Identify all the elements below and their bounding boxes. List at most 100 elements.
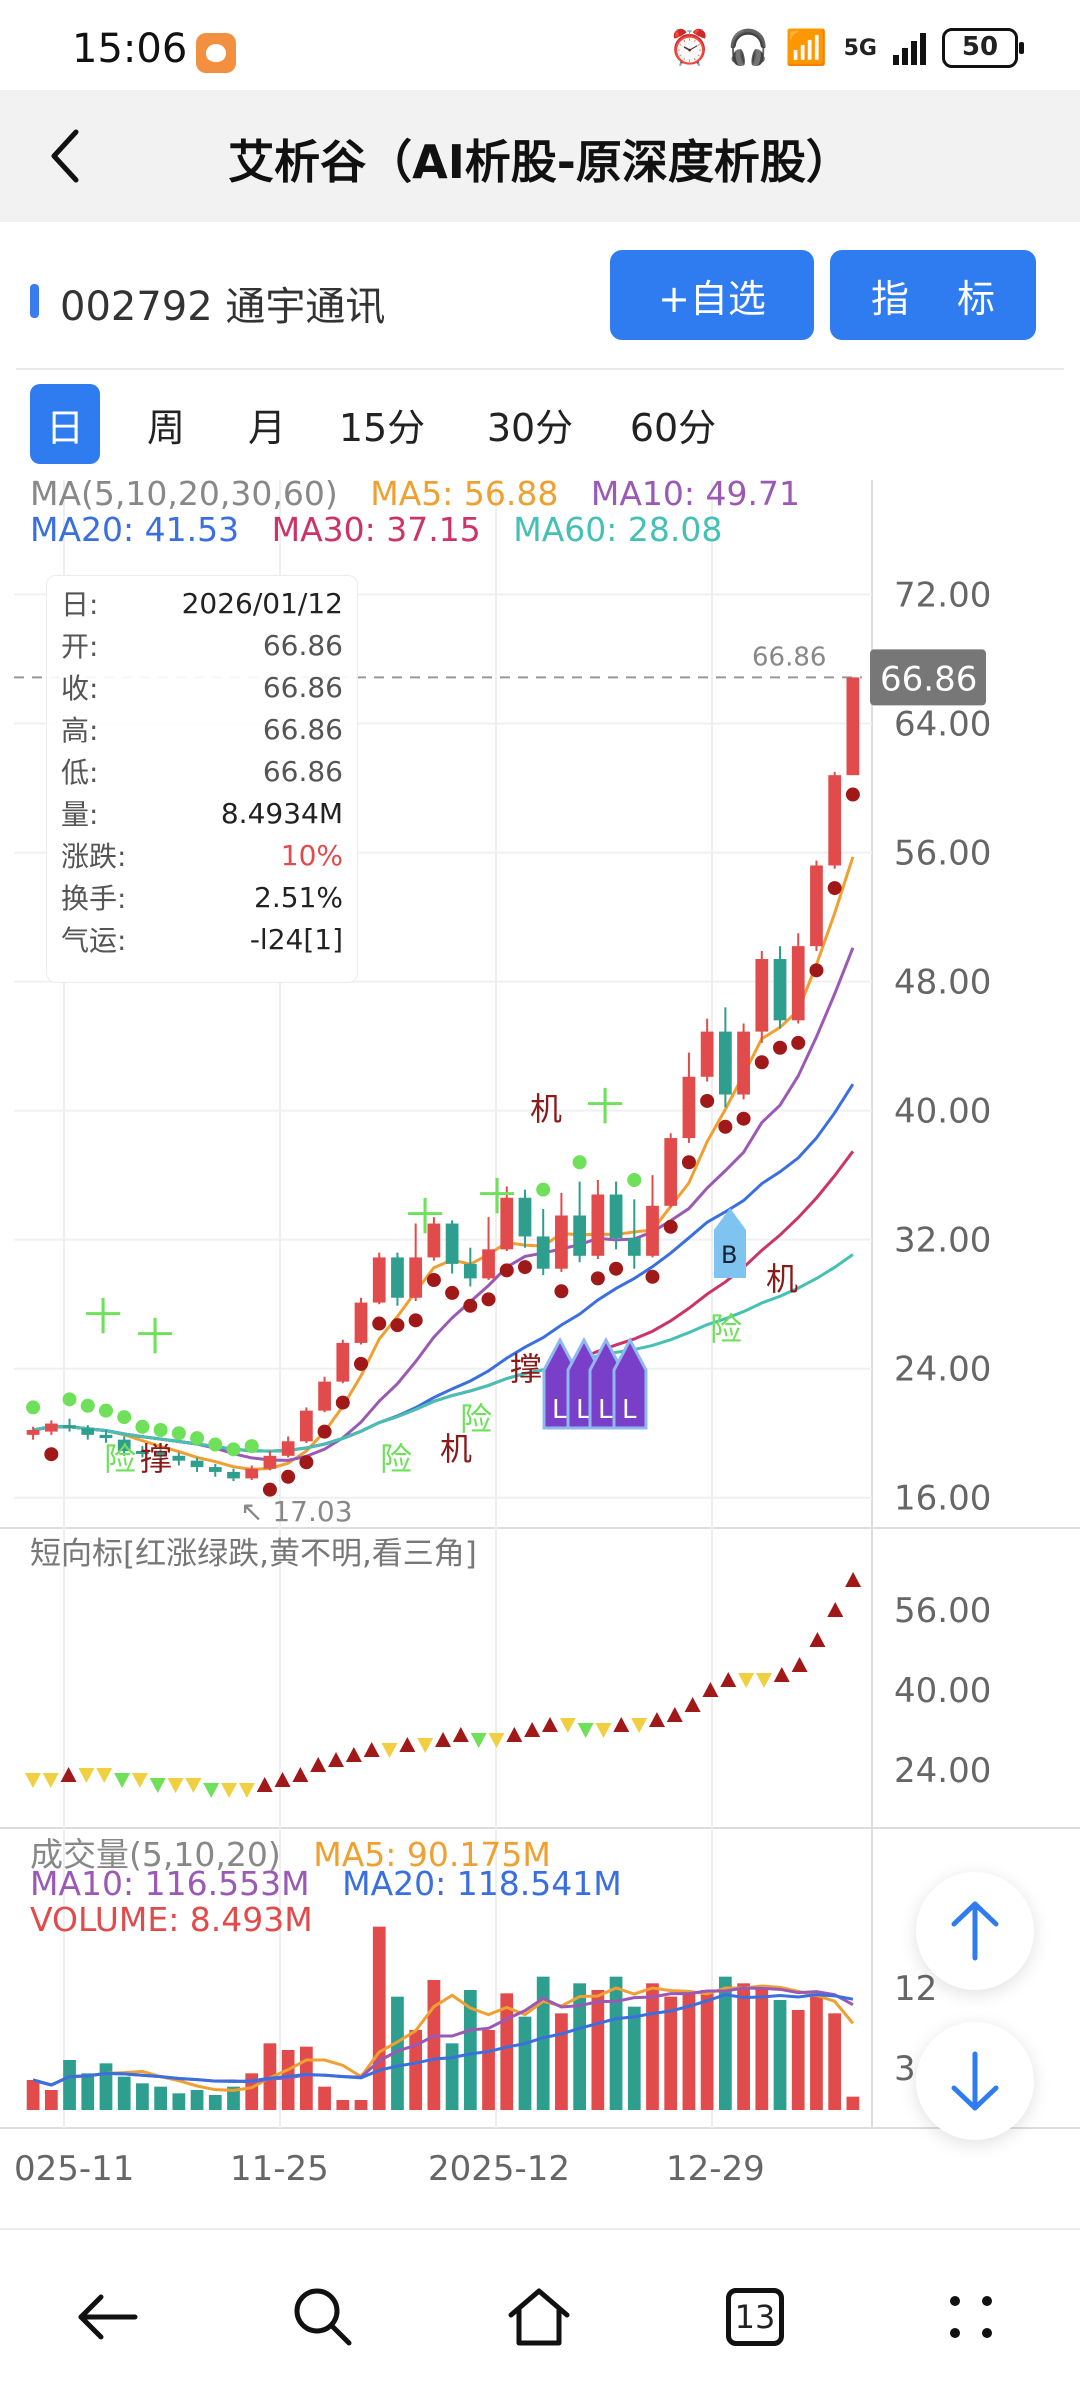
nav-search-button[interactable] [278, 2272, 368, 2362]
trend-dot [645, 1269, 660, 1284]
volume-bar [555, 2013, 568, 2110]
indicator-triangle [221, 1783, 238, 1798]
line-signal-label: L [598, 1395, 613, 1425]
volume-bar [354, 2100, 368, 2110]
tab-week[interactable]: 周 [146, 405, 185, 450]
scroll-down-button[interactable] [916, 2022, 1034, 2140]
cross-signal-icon: 十 [84, 1295, 122, 1339]
candle-body [136, 1450, 149, 1454]
tab-month[interactable]: 月 [247, 405, 286, 450]
price-tick-label: 24.00 [894, 1350, 991, 1390]
volume-bar [573, 1983, 587, 2110]
nav-home-button[interactable] [494, 2272, 584, 2362]
indicator-triangle [809, 1632, 826, 1647]
candle-body [63, 1425, 76, 1429]
indicator-triangle [648, 1712, 665, 1727]
vol-ma10-legend: MA10: 116.553M [30, 1864, 310, 1903]
signal-label: 险 [710, 1310, 742, 1348]
period-tabs: 日 周 月 15分 30分 60分 [30, 384, 748, 464]
info-row-change: 涨跌: 10% [61, 838, 343, 874]
volume-bar [391, 1996, 404, 2110]
candle-body [117, 1439, 131, 1451]
status-time: 15:06 [72, 26, 188, 72]
trend-dot [244, 1439, 259, 1454]
volume-bar [682, 1993, 696, 2110]
tab-60min[interactable]: 60分 [629, 405, 717, 450]
indicator-triangle [506, 1727, 523, 1742]
indicator-triangle [328, 1752, 345, 1767]
nav-menu-button[interactable] [926, 2272, 1016, 2362]
trend-dot [372, 1316, 387, 1331]
ma60-line [32, 1253, 854, 1453]
candle-body [190, 1460, 204, 1468]
indicator-triangle [755, 1673, 772, 1688]
trend-dot [44, 1447, 59, 1462]
volume-bar [281, 2050, 295, 2110]
indicator-triangle [559, 1718, 576, 1733]
indicator-triangle [524, 1722, 541, 1737]
trend-dot [390, 1318, 405, 1333]
indicator-triangle [845, 1572, 862, 1587]
trend-dot [354, 1356, 369, 1371]
indicator-button[interactable]: 指 标 [830, 250, 1036, 340]
buy-signal-marker [714, 1208, 746, 1278]
volume-bar [136, 2083, 149, 2110]
trend-dot [590, 1271, 605, 1286]
volume-legend-row3: VOLUME: 8.493M [30, 1900, 335, 1939]
candle-body [846, 677, 860, 776]
volume-bar [299, 2046, 313, 2110]
trend-dot [426, 1273, 441, 1287]
tab-30min[interactable]: 30分 [486, 405, 574, 450]
trend-dot [773, 1040, 788, 1055]
last-price-marker-label: 66.86 [752, 642, 826, 672]
volume-bar [44, 2090, 58, 2110]
candle-body [26, 1430, 40, 1435]
indicator-triangle [791, 1657, 808, 1672]
add-watchlist-button[interactable]: +自选 [610, 250, 814, 340]
candle-body [463, 1263, 477, 1279]
tab-15min[interactable]: 15分 [338, 405, 426, 450]
volume-bar [846, 2096, 860, 2110]
trend-dot [262, 1482, 277, 1497]
signal-label: 撑 [510, 1350, 542, 1388]
trend-dot [281, 1469, 296, 1484]
divider [16, 368, 1064, 370]
indicator-triangle [684, 1697, 701, 1712]
volume-bar [536, 1976, 550, 2110]
indicator-triangle [345, 1747, 362, 1762]
candle-body [627, 1238, 641, 1256]
x-tick-label: 11-25 [230, 2149, 329, 2189]
candle-body [354, 1302, 368, 1343]
menu-dots-icon [950, 2296, 992, 2338]
volume-bar [190, 2090, 204, 2110]
indicator-triangle [702, 1682, 719, 1697]
volume-bar [63, 2060, 76, 2110]
nav-back-button[interactable] [62, 2272, 152, 2362]
kline-chart[interactable]: 72.00 64.00 56.00 48.00 40.00 32.00 24.00 16.00… [0, 470, 1080, 2190]
price-tick-label: 32.00 [894, 1221, 991, 1261]
trend-dot [517, 1260, 532, 1275]
buy-signal-label: B [721, 1241, 737, 1269]
price-tick-label: 56.00 [894, 834, 991, 874]
ma5-line [32, 856, 855, 1471]
tab-day[interactable]: 日 [30, 384, 100, 464]
ma-legend-label: MA(5,10,20,30,60) [30, 474, 338, 513]
signal-icon [893, 31, 926, 65]
info-row-turnover: 换手: 2.51% [61, 880, 343, 916]
trend-dot [481, 1292, 496, 1307]
alarm-icon: ⏰ [668, 28, 711, 68]
candle-body [281, 1441, 295, 1456]
candle-body [99, 1434, 113, 1439]
signal-label: 险 [380, 1440, 412, 1478]
back-button[interactable] [30, 116, 110, 196]
scroll-up-button[interactable] [916, 1872, 1034, 1990]
volume-bar [646, 1983, 659, 2110]
signal-label: 机 [766, 1260, 798, 1298]
volume-bar [172, 2093, 186, 2110]
nav-tabs-button[interactable]: 13 [710, 2272, 800, 2362]
stock-row: 002792 通宇通讯 +自选 指 标 [0, 222, 1080, 368]
info-row-high: 高: 66.86 [61, 712, 343, 748]
indicator-triangle [452, 1727, 469, 1742]
indicator-triangle [631, 1718, 648, 1733]
trend-dot [663, 1219, 678, 1234]
